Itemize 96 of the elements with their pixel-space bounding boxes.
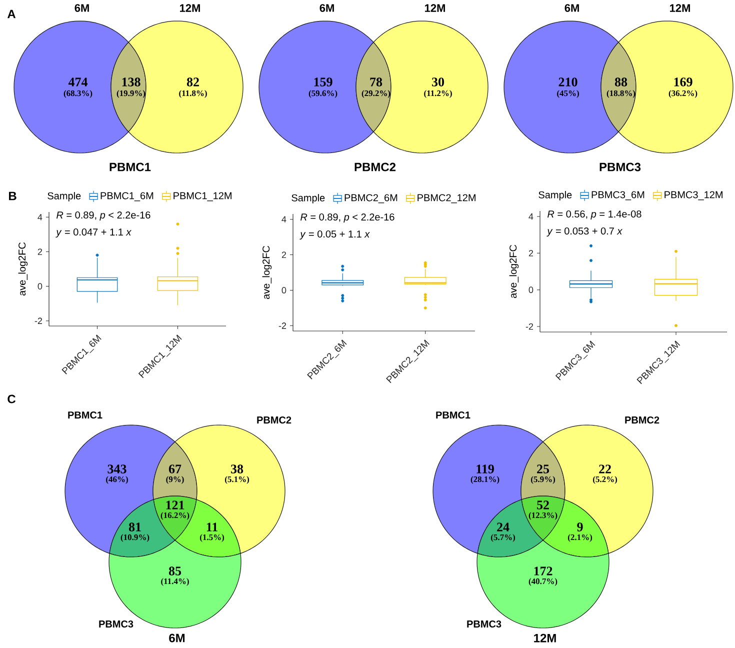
text: PBMC2 [257,416,292,424]
text: PBMC1 [436,411,470,419]
text: PBMC3 [467,620,502,628]
y-tick-label: 2 [38,248,42,255]
text: (11.8%) [179,90,207,98]
y-tick-label: 4 [38,214,42,220]
text: PBMC2 [354,162,396,172]
y-tick-label: 2 [282,252,286,258]
legend-label: PBMC1_12M [174,192,232,202]
annotation: R = 0.56, p = 1.4e-08 [548,210,642,220]
annotation: y = 0.053 + 0.7 x [546,227,623,237]
text: (40.7%) [528,578,558,586]
legend-label: PBMC2_6M [344,194,398,204]
text: 12M [425,4,445,12]
legend-label: PBMC1_6M [100,192,154,202]
text: 6M [169,634,185,642]
data-label: 82 [186,78,199,86]
data-label: 30 [432,78,444,86]
text: 12M [180,4,200,12]
annotation: R = 0.89, p < 2.2e-16 [300,213,394,223]
legend-title: Sample [538,191,572,200]
text: 6M [564,4,579,12]
text: (28.1%) [470,476,500,484]
data-label: 11 [206,522,218,532]
data-label: 24 [497,522,510,532]
data-label: 169 [674,78,692,86]
y-axis-title: ave_log2FC [262,246,272,300]
data-label: 474 [68,78,88,86]
y-axis-title: ave_log2FC [18,242,28,296]
data-label: 78 [370,78,382,86]
data-label: 121 [166,500,184,510]
text: (10.9%) [120,534,150,542]
data-label: 67 [168,464,182,474]
text: (46%) [106,476,128,484]
data-label: 343 [108,464,126,474]
text: (5.1%) [224,476,250,484]
data-label: 210 [558,78,578,86]
y-tick-label: 0 [528,286,534,294]
text: PBMC3 [600,162,641,172]
legend-title: Sample [48,192,81,202]
legend-label: PBMC2_12M [418,194,476,204]
text: (9%) [166,476,184,484]
text: (68.3%) [64,90,92,98]
text: 12M [670,4,690,12]
y-axis-title: ave_log2FC [509,244,519,298]
text: (1.5%) [200,534,224,542]
text: PBMC1 [68,411,102,419]
y-tick-label: -2 [34,318,42,324]
text: (36.2%) [668,90,698,98]
y-tick-label: 0 [282,287,286,294]
data-label: 22 [599,464,611,474]
text: (2.1%) [568,534,592,542]
text: (11.2%) [424,90,452,98]
text: (19.9%) [116,90,146,98]
text: (12.3%) [528,512,558,520]
text: 12M [534,634,556,642]
text: 6M [74,4,89,12]
data-label: 38 [230,464,244,474]
text: (29.2%) [362,90,390,98]
legend-label: PBMC3_12M [664,191,722,200]
text: (5.2%) [592,476,618,484]
text: (5.7%) [490,534,516,542]
data-label: 88 [614,78,628,86]
text: C [8,394,16,404]
text: 6M [320,4,334,12]
data-label: 172 [534,566,552,576]
text: (18.8%) [606,90,636,98]
y-tick-label: -2 [526,323,534,330]
text: (11.4%) [161,578,189,586]
text: PBMC1 [110,162,151,172]
data-label: 159 [314,78,332,86]
text: PBMC3 [99,620,134,628]
data-label: 119 [476,464,494,474]
data-label: 85 [168,566,182,576]
y-tick-label: -2 [278,322,286,329]
text: (59.6%) [308,90,338,98]
text: PBMC2 [625,416,660,424]
text: B [9,192,16,200]
text: (5.9%) [530,476,556,484]
data-label: 81 [128,522,141,532]
y-tick-label: 4 [528,213,534,220]
legend-title: Sample [292,194,325,204]
data-label: 138 [122,78,140,86]
data-label: 25 [537,464,550,474]
annotation: y = 0.05 + 1.1 x [300,230,370,240]
y-tick-label: 0 [38,283,42,290]
annotation: R = 0.89, p < 2.2e-16 [56,211,150,221]
y-tick-label: 2 [528,250,534,256]
annotation: y = 0.047 + 1.1 x [56,228,132,238]
data-label: 9 [577,522,583,532]
y-tick-label: 4 [282,216,286,222]
text: (16.2%) [160,512,190,520]
text: (45%) [557,90,579,98]
text: A [8,10,16,18]
data-label: 52 [537,500,549,510]
legend-label: PBMC3_6M [592,191,644,200]
